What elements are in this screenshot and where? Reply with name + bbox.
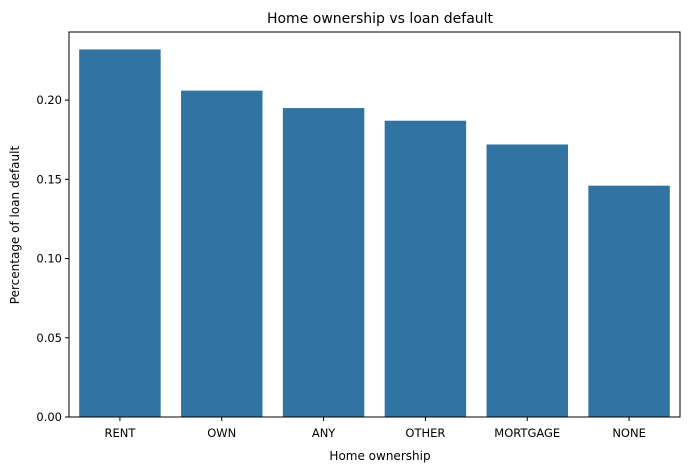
bar-own	[181, 90, 263, 418]
x-tick-label: OWN	[207, 426, 236, 440]
y-tick-label: 0.15	[36, 172, 62, 186]
y-tick-label: 0.20	[36, 93, 62, 107]
x-tick-label: OTHER	[405, 426, 445, 440]
x-tick-label: MORTGAGE	[494, 426, 560, 440]
bar-none	[588, 185, 670, 417]
x-axis-ticks: RENT OWN ANY OTHER MORTGAGE NONE	[104, 417, 646, 440]
x-axis-label: Home ownership	[329, 449, 430, 463]
x-tick-label: RENT	[104, 426, 136, 440]
bar-rent	[79, 49, 161, 418]
bar-mortgage	[486, 144, 568, 418]
y-tick-label: 0.05	[36, 331, 62, 345]
bar-any	[282, 108, 365, 418]
bars-group	[79, 49, 670, 418]
x-tick-label: NONE	[612, 426, 646, 440]
y-tick-label: 0.00	[36, 410, 62, 424]
y-axis-label: Percentage of loan default	[8, 146, 22, 305]
bar-other	[384, 120, 467, 417]
y-axis-ticks: 0.00 0.05 0.10 0.15 0.20	[36, 93, 69, 424]
chart-title: Home ownership vs loan default	[267, 11, 494, 27]
plot-frame	[68, 31, 681, 418]
y-tick-label: 0.10	[36, 252, 62, 266]
x-tick-label: ANY	[312, 426, 336, 440]
